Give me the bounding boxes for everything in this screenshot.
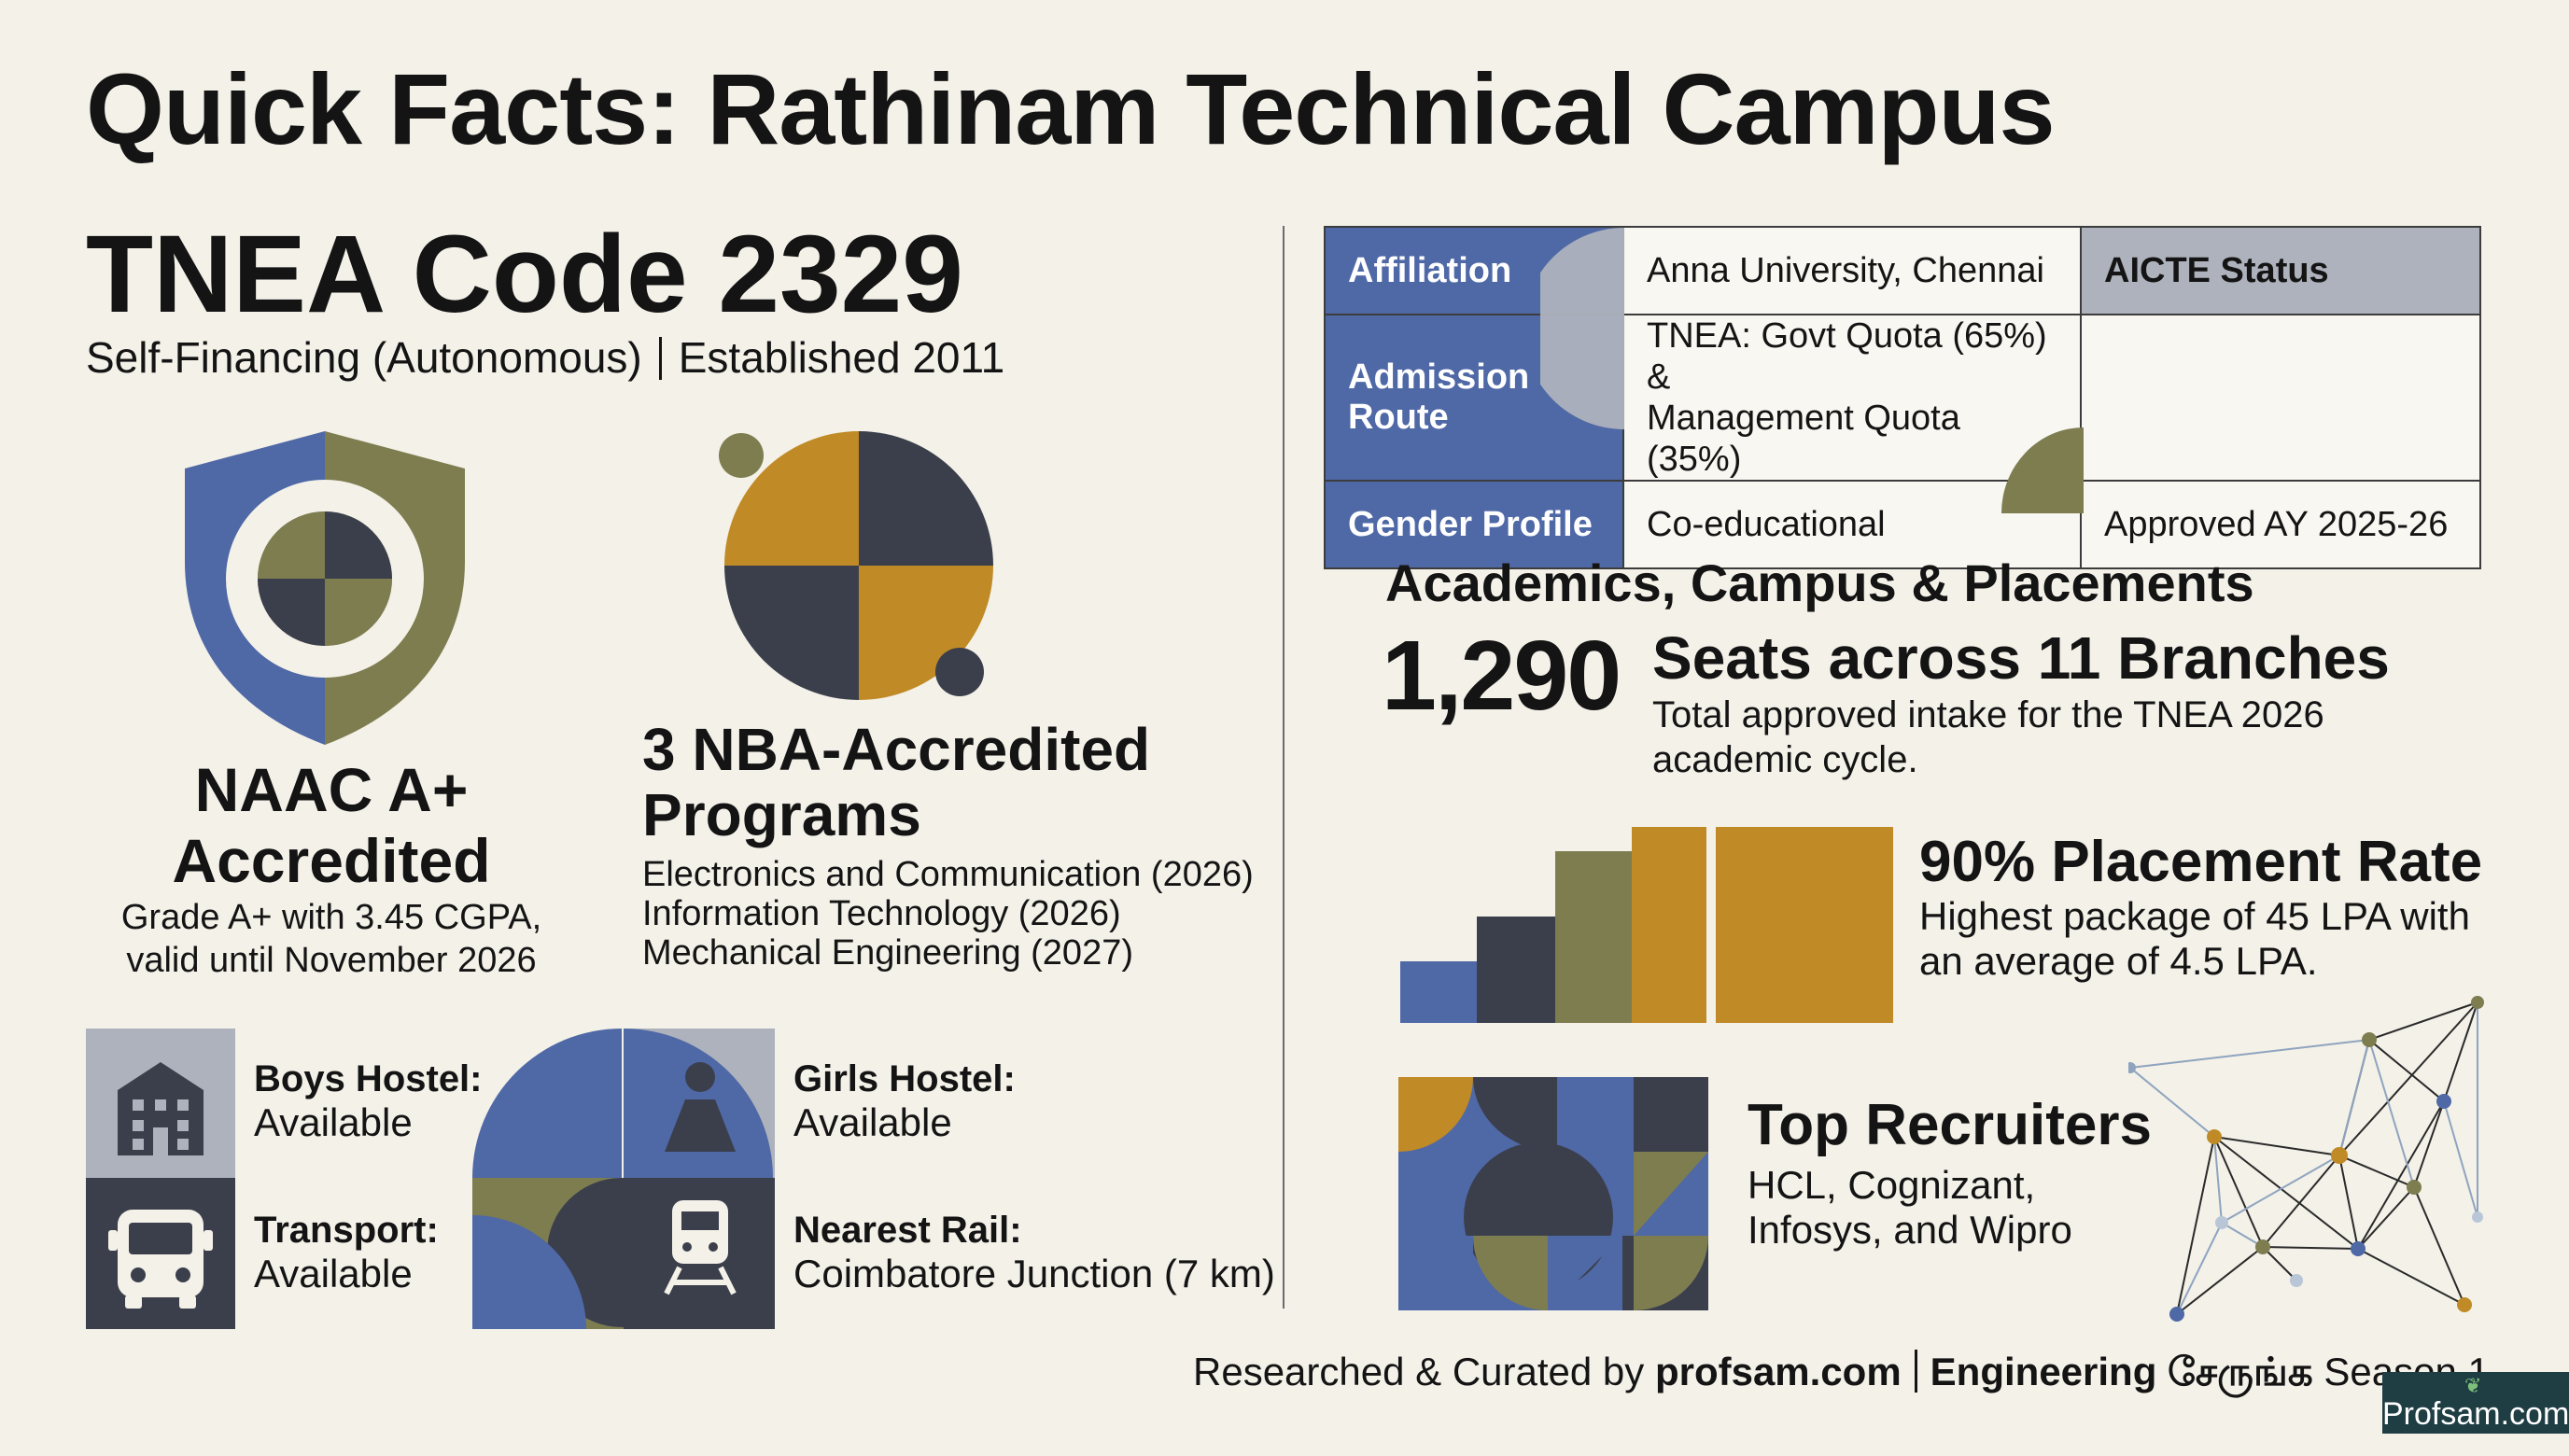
recruiters-description: HCL, Cognizant, Infosys, and Wipro [1748,1163,2196,1253]
table-row: Admission Route TNEA: Govt Quota (65%) &… [1324,314,2481,482]
transport-info: Transport: Available [254,1210,439,1296]
boys-hostel-tile [86,1029,235,1178]
seats-heading: Seats across 11 Branches [1652,624,2390,692]
seats-description: Total approved intake for the TNEA 2026 … [1652,694,2324,780]
rail-value: Coimbatore Junction (7 km) [793,1252,1275,1295]
admission-value-line1: TNEA: Govt Quota (65%) & [1647,316,2047,397]
academics-heading: Academics, Campus & Placements [1385,553,2254,612]
network-graph-icon [2128,996,2484,1322]
profsam-badge[interactable]: ❦ Profsam.com [2382,1372,2569,1434]
affiliation-value: Anna University, Chennai [1622,226,2082,315]
admission-label-line1: Admission [1348,357,1530,397]
shield-icon [185,431,465,745]
nba-title: 3 NBA-Accredited Programs [642,717,1221,847]
footer-series: Engineering சேருங்க [1930,1350,2313,1393]
table-quarter-circle-decoration [2001,427,2084,513]
recruiters-geometric-graphic [1398,1077,1708,1310]
recruiters-desc-line2: Infosys, and Wipro [1748,1208,2072,1252]
badge-label: Profsam.com [2382,1396,2569,1432]
subtitle-established: Established 2011 [678,333,1005,382]
column-divider [1283,226,1284,1309]
girls-hostel-info: Girls Hostel: Available [793,1058,1016,1145]
table-row: Affiliation Anna University, Chennai AIC… [1324,226,2481,315]
leaf-icon: ❦ [2464,1374,2482,1397]
recruiters-desc-line1: HCL, Cognizant, [1748,1163,2036,1207]
list-item: Mechanical Engineering (2027) [642,933,1133,973]
naac-title-line1: NAAC A+ [194,755,469,824]
subtitle-type: Self-Financing (Autonomous) [86,333,642,382]
rail-label: Nearest Rail: [793,1210,1022,1251]
naac-title: NAAC A+ Accredited [112,754,551,896]
aicte-value: Approved AY 2025-26 [2080,480,2481,569]
nba-title-line1: 3 NBA-Accredited [642,716,1151,783]
info-table: Affiliation Anna University, Chennai AIC… [1324,226,2481,569]
nba-title-line2: Programs [642,781,921,848]
list-item: Information Technology (2026) [642,894,1121,933]
placement-heading: 90% Placement Rate [1919,830,2483,894]
admission-value-line2: Management Quota (35%) [1647,399,1960,479]
nba-program-list: Electronics and Communication (2026) Inf… [642,855,1258,973]
boys-hostel-label: Boys Hostel: [254,1058,483,1099]
footer-separator [1914,1350,1917,1393]
building-icon [118,1062,204,1155]
table-row: Gender Profile Co-educational Approved A… [1324,480,2481,569]
affiliation-label: Affiliation [1348,250,1512,290]
admission-value-cell: TNEA: Govt Quota (65%) & Management Quot… [1622,314,2082,482]
institution-subtitle: Self-Financing (Autonomous) Established 2… [86,332,1004,383]
girls-hostel-value: Available [793,1100,952,1144]
footer-credit: Researched & Curated by profsam.com Engin… [1193,1350,2490,1400]
naac-desc-line2: valid until November 2026 [126,941,537,980]
recruiters-heading: Top Recruiters [1748,1093,2152,1157]
transport-tile [86,1178,235,1329]
aicte-status-header: AICTE Status [2080,226,2481,315]
boys-hostel-info: Boys Hostel: Available [254,1058,483,1145]
placement-description: Highest package of 45 LPA with an averag… [1919,894,2470,983]
seats-number: 1,290 [1382,621,1621,731]
naac-desc-line1: Grade A+ with 3.45 CGPA, [120,898,542,937]
rail-info: Nearest Rail: Coimbatore Junction (7 km) [793,1210,1275,1296]
person-icon [665,1062,736,1152]
boys-hostel-value: Available [254,1100,413,1144]
transport-value: Available [254,1252,413,1295]
gender-label: Gender Profile [1324,480,1624,569]
quartered-circle-icon [719,431,993,700]
footer-prefix: Researched & Curated by [1193,1350,1655,1393]
girls-hostel-label: Girls Hostel: [793,1058,1016,1099]
list-item: Electronics and Communication (2026) [642,855,1254,894]
tnea-code: TNEA Code 2329 [86,213,963,336]
admission-label-line2: Route [1348,398,1449,437]
table-half-circle-decoration [1540,228,1624,429]
naac-description: Grade A+ with 3.45 CGPA, valid until Nov… [112,896,551,982]
geometric-decoration [472,1029,775,1329]
footer-site-link[interactable]: profsam.com [1654,1350,1902,1393]
aicte-empty-cell [2080,314,2481,482]
naac-title-line2: Accredited [172,826,491,895]
placement-steps-graphic [1400,827,1893,1023]
bus-icon [108,1210,213,1309]
transport-label: Transport: [254,1210,439,1251]
page-title: Quick Facts: Rathinam Technical Campus [86,52,2056,165]
train-icon [664,1200,737,1295]
subtitle-separator [658,337,662,380]
